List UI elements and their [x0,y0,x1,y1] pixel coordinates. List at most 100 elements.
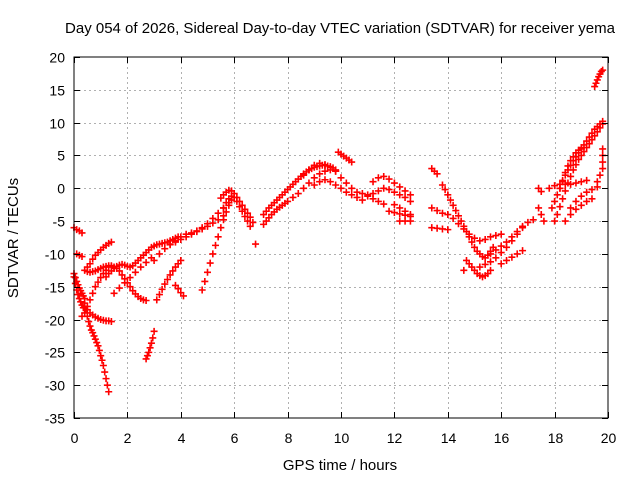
data-point [599,145,607,153]
data-point [98,356,106,364]
data-point [147,339,155,347]
series-arc-39 [487,216,537,258]
data-point [564,162,572,170]
data-point [569,153,577,161]
data-point [487,258,495,266]
data-point [497,230,505,238]
data-point [244,217,252,225]
data-point [559,195,567,203]
data-point [476,263,484,271]
data-point [78,253,86,261]
series-arc-41 [535,184,545,196]
data-point [166,271,174,279]
series-arc-29 [390,201,414,219]
data-point [454,212,462,220]
data-point [551,197,559,205]
data-point [390,188,398,196]
data-point [81,309,89,317]
x-tick-label: 4 [178,430,186,446]
data-point [348,191,356,199]
y-tick-label: -25 [45,345,65,361]
data-point [103,381,111,389]
data-point [577,201,585,209]
data-point [556,203,564,211]
data-point [220,216,228,224]
data-point [332,167,340,175]
y-tick-labels: 20 15 10 5 0 -5 -10 -15 -20 -25 -30 -35 [45,50,65,427]
data-point [596,171,604,179]
y-tick-label: -35 [45,411,65,427]
data-point [337,184,345,192]
data-point [161,245,169,253]
y-axis-label: SDTVAR / TECUs [5,178,22,298]
data-point [548,204,556,212]
data-point [396,183,404,191]
data-point [492,246,500,254]
x-tick-label: 20 [601,430,617,446]
x-tick-label: 18 [548,430,564,446]
data-points [70,66,607,396]
data-point [110,289,118,297]
data-point [593,178,601,186]
data-point [284,197,292,205]
series-arc-40 [497,247,527,268]
data-point [222,199,230,207]
data-point [561,169,569,177]
data-point [326,163,334,171]
data-point [107,238,115,246]
data-point [182,230,190,238]
data-point [204,220,211,228]
x-tick-label: 2 [124,430,132,446]
data-point [121,279,129,287]
data-point [592,79,600,87]
series-arc-26 [369,172,414,199]
data-point [155,250,163,258]
data-point [289,193,297,201]
data-point [390,179,398,187]
series-arc-37 [460,266,495,274]
data-point [143,352,151,360]
x-tick-label: 14 [441,430,457,446]
series-arc-32 [428,204,446,217]
data-point [201,277,209,285]
data-point [89,255,97,263]
data-point [150,256,158,264]
data-point [137,263,145,271]
data-point [115,284,123,292]
data-point [561,187,569,195]
data-point [380,172,388,180]
data-point [326,178,334,186]
data-point [249,218,257,226]
data-point [487,250,495,258]
y-tick-label: 20 [49,50,65,66]
data-point [585,133,593,141]
data-point [358,190,366,198]
data-point [142,297,150,305]
data-point [369,178,377,186]
data-point [583,188,591,196]
data-point [86,322,94,330]
data-point [107,318,115,326]
data-point [583,137,591,145]
data-point [452,207,460,215]
data-point [91,283,99,291]
data-point [126,274,134,282]
data-point [166,240,174,248]
data-point [94,278,102,286]
data-point [85,318,93,326]
data-point [390,201,398,209]
data-point [78,229,86,237]
data-point [567,204,575,212]
data-point [77,298,85,306]
data-point [233,197,241,205]
data-point [492,232,500,240]
data-point [497,242,505,250]
data-point [342,188,350,196]
data-point [444,191,452,199]
y-tick-label: -20 [45,313,65,329]
data-point [169,267,177,275]
data-point [545,184,553,192]
y-tick-label: -10 [45,247,65,263]
x-axis-label: GPS time / hours [283,457,397,474]
data-point [217,224,225,232]
